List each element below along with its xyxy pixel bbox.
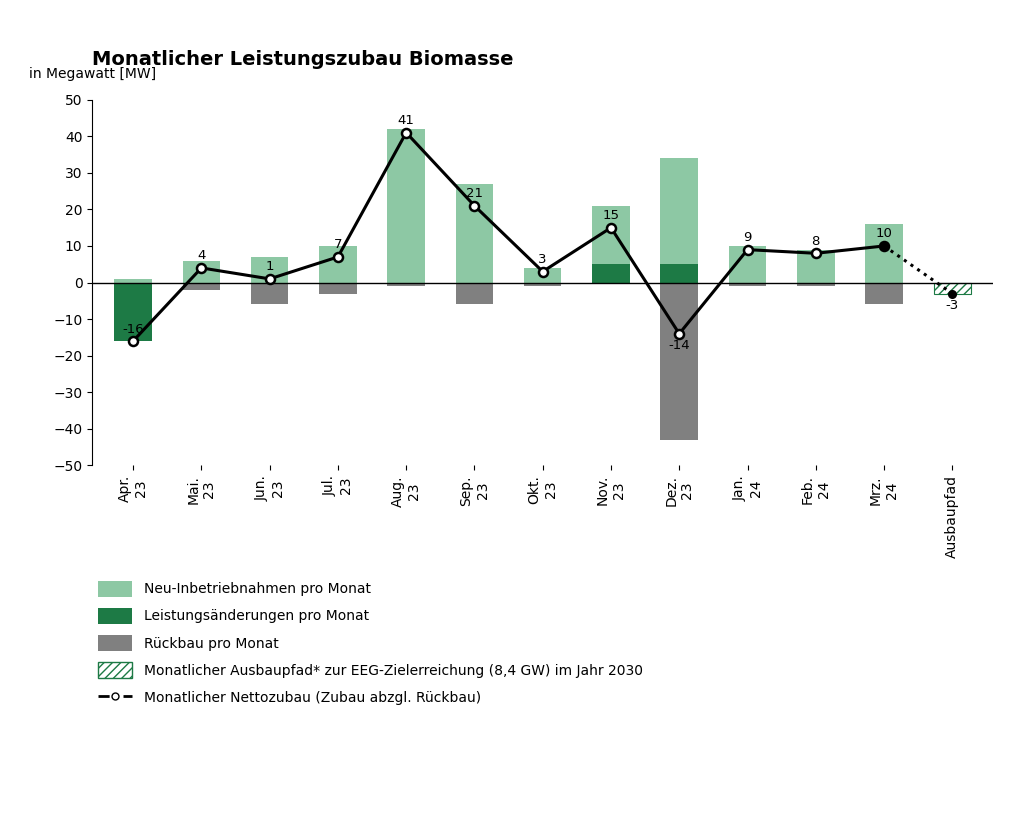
Bar <box>729 283 766 286</box>
Bar <box>251 257 289 283</box>
Bar <box>865 224 903 283</box>
Bar <box>660 283 698 440</box>
Bar <box>797 283 835 286</box>
Bar <box>115 283 152 341</box>
Bar <box>387 283 425 286</box>
Bar <box>660 158 698 264</box>
Text: 1: 1 <box>265 260 273 273</box>
Text: 15: 15 <box>602 209 620 222</box>
Bar <box>182 261 220 283</box>
Text: 8: 8 <box>812 235 820 248</box>
Bar <box>592 264 630 283</box>
Text: Monatlicher Leistungszubau Biomasse: Monatlicher Leistungszubau Biomasse <box>92 50 514 69</box>
Text: 10: 10 <box>876 228 893 240</box>
Text: -16: -16 <box>122 322 144 336</box>
Bar <box>729 246 766 283</box>
Text: 3: 3 <box>539 253 547 266</box>
Bar <box>387 129 425 283</box>
Bar <box>456 283 494 304</box>
Bar <box>319 283 356 293</box>
Text: 21: 21 <box>466 187 483 200</box>
Text: -14: -14 <box>669 339 690 352</box>
Bar <box>797 249 835 283</box>
Bar <box>115 279 152 283</box>
Text: in Megawatt [MW]: in Megawatt [MW] <box>29 67 157 81</box>
Text: 4: 4 <box>198 249 206 263</box>
Bar <box>524 268 561 283</box>
Bar <box>182 283 220 290</box>
Bar <box>456 184 494 283</box>
Bar <box>524 283 561 286</box>
Text: 7: 7 <box>334 238 342 252</box>
Bar <box>251 283 289 304</box>
Bar <box>592 206 630 264</box>
Text: 9: 9 <box>743 231 752 244</box>
Text: 41: 41 <box>397 114 415 127</box>
Bar <box>660 264 698 283</box>
Text: -3: -3 <box>946 299 958 312</box>
Legend: Neu-Inbetriebnahmen pro Monat, Leistungsänderungen pro Monat, Rückbau pro Monat,: Neu-Inbetriebnahmen pro Monat, Leistungs… <box>92 575 648 711</box>
Bar <box>319 246 356 283</box>
Bar <box>934 283 971 293</box>
Bar <box>865 283 903 304</box>
